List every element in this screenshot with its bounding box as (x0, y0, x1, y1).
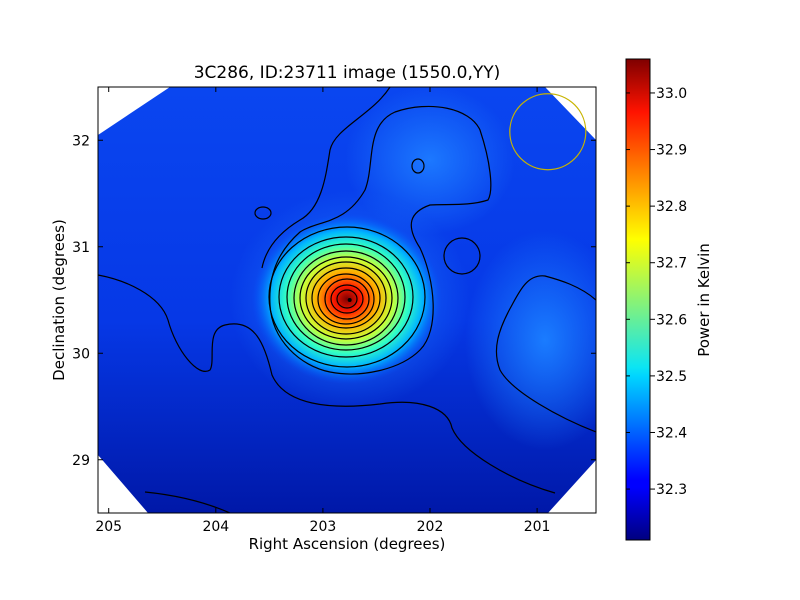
colorbar-tick-label: 32.3 (656, 482, 687, 498)
colorbar-tick-label: 33.0 (656, 86, 687, 102)
heatmap-peak (252, 214, 442, 384)
x-tick-label: 203 (310, 519, 337, 535)
contour-north-island (411, 158, 425, 174)
colorbar-tick-label: 32.5 (656, 369, 687, 385)
colorbar-tick-label: 32.8 (656, 199, 687, 215)
contour-level-10 (330, 284, 364, 314)
contour-west-band (98, 274, 556, 494)
y-tick-label: 29 (72, 453, 90, 469)
x-tick-label: 205 (95, 519, 122, 535)
y-tick-label: 31 (72, 240, 90, 256)
y-tick-label: 32 (72, 133, 90, 149)
contour-level-11 (336, 289, 358, 309)
colorbar-tick-label: 32.7 (656, 256, 687, 272)
chart-title: 3C286, ID:23711 image (1550.0,YY) (194, 63, 501, 83)
contour-level-5 (299, 256, 393, 340)
colorbar-tick-label: 32.9 (656, 143, 687, 159)
contour-level-6 (305, 261, 387, 335)
x-tick-label: 201 (524, 519, 551, 535)
masked-corner-top-left (98, 87, 170, 135)
masked-corner-bottom-left (98, 455, 148, 513)
contour-level-8 (317, 273, 375, 325)
x-tick-label: 204 (202, 519, 229, 535)
contour-level-3 (286, 243, 406, 351)
contour-level-2 (278, 236, 414, 358)
plot-frame (97, 86, 597, 514)
colorbar-label: Power in Kelvin (695, 243, 713, 357)
contour-level-9 (324, 278, 370, 320)
heatmap-east-lobe (465, 230, 596, 450)
peak-marker (347, 298, 352, 302)
contour-level-1 (268, 226, 426, 368)
x-tick-label: 202 (417, 519, 444, 535)
contour-north-ridge (269, 105, 492, 375)
y-axis-label: Declination (degrees) (50, 219, 68, 381)
contour-level-4 (293, 250, 399, 346)
masked-corner-top-right (545, 87, 596, 140)
x-axis-label: Right Ascension (degrees) (249, 535, 446, 553)
contour-level-7 (311, 267, 381, 329)
masked-corner-bottom-right (548, 460, 596, 513)
contour-outer-north (261, 87, 391, 269)
heatmap (98, 87, 596, 513)
contour-lines (98, 87, 596, 513)
colorbar-gradient (625, 58, 651, 541)
contour-west-island (254, 206, 272, 220)
y-tick-label: 30 (72, 346, 90, 362)
contour-south (144, 491, 231, 513)
colorbar-tick-label: 32.6 (656, 312, 687, 328)
beam-circle (509, 93, 587, 171)
colorbar-tick-label: 32.4 (656, 425, 687, 441)
contour-east-island (443, 237, 481, 275)
contour-east-lobe (495, 275, 596, 433)
